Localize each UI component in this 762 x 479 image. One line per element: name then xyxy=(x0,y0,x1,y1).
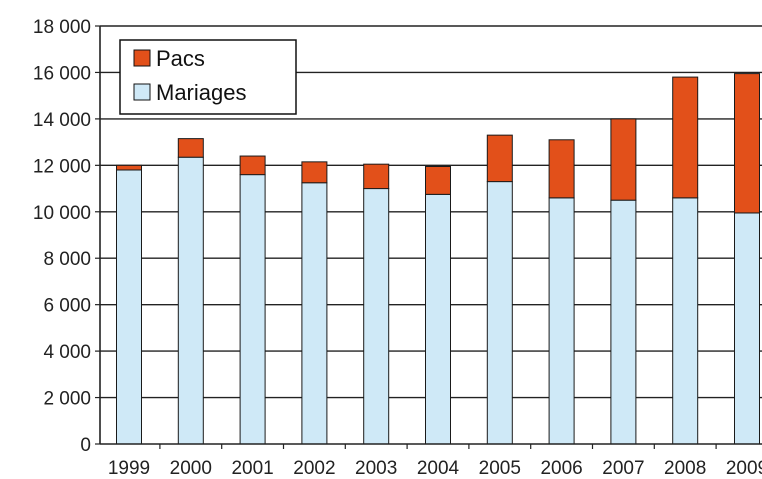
bar-mariages-2005 xyxy=(486,181,513,445)
bar-mariages-2000 xyxy=(177,156,204,445)
bar-mariages-2007 xyxy=(610,199,637,445)
axes xyxy=(99,26,762,445)
bar-mariages-2002 xyxy=(301,182,328,445)
x-tick-labels: 1999 2000 2001 2002 2003 2004 2005 2006 2007 2008… xyxy=(108,444,762,479)
bar-mariages-2004 xyxy=(425,193,451,445)
x-tick-label: 2004 xyxy=(417,458,460,479)
bar-pacs-2006 xyxy=(548,139,575,199)
legend-label-mariages: Mariages xyxy=(156,80,246,105)
bar-pacs-2007 xyxy=(610,118,637,201)
x-tick-label: 2000 xyxy=(170,458,212,479)
x-tick-label: 2005 xyxy=(479,458,521,479)
x-tick-label: 2003 xyxy=(355,458,397,479)
x-tick-label: 2001 xyxy=(231,458,273,479)
bar-mariages-2003 xyxy=(363,188,390,445)
bars xyxy=(116,73,760,445)
legend: Pacs Mariages xyxy=(119,39,297,115)
bar-pacs-2000 xyxy=(177,138,204,158)
y-tick-label: 4 000 xyxy=(43,342,91,363)
y-tick-label: 12 000 xyxy=(33,156,91,177)
y-tick-label: 0 xyxy=(80,435,91,456)
bar-pacs-2003 xyxy=(363,163,390,190)
x-tick-label: 2002 xyxy=(293,458,335,479)
y-tick-labels: 0 2 000 4 000 6 000 8 000 10 000 12 000 14 000 1… xyxy=(33,17,100,456)
bar-pacs-2004 xyxy=(425,165,451,195)
y-tick-label: 18 000 xyxy=(33,17,91,38)
bar-pacs-2008 xyxy=(672,76,699,199)
legend-swatch-pacs xyxy=(133,49,151,67)
bar-pacs-2009 xyxy=(734,73,760,214)
bar-mariages-1999 xyxy=(116,169,142,445)
bar-pacs-1999 xyxy=(116,164,142,171)
x-tick-label: 2009 xyxy=(726,458,762,479)
legend-label-pacs: Pacs xyxy=(156,46,205,71)
x-tick-label: 2006 xyxy=(540,458,582,479)
y-tick-label: 14 000 xyxy=(33,110,91,131)
bar-pacs-2001 xyxy=(239,155,266,176)
y-tick-label: 10 000 xyxy=(33,203,91,224)
y-tick-label: 2 000 xyxy=(43,389,91,410)
y-tick-label: 16 000 xyxy=(33,63,91,84)
bar-mariages-2001 xyxy=(239,174,266,445)
x-tick-label: 1999 xyxy=(108,458,150,479)
bar-mariages-2008 xyxy=(672,197,699,445)
x-tick-label: 2007 xyxy=(602,458,644,479)
bar-mariages-2006 xyxy=(548,197,575,445)
x-tick-label: 2008 xyxy=(664,458,706,479)
bar-mariages-2009 xyxy=(734,212,760,445)
y-tick-label: 8 000 xyxy=(43,249,91,270)
bar-pacs-2005 xyxy=(486,134,513,183)
legend-swatch-mariages xyxy=(133,83,151,101)
y-tick-label: 6 000 xyxy=(43,296,91,317)
bar-pacs-2002 xyxy=(301,161,328,184)
